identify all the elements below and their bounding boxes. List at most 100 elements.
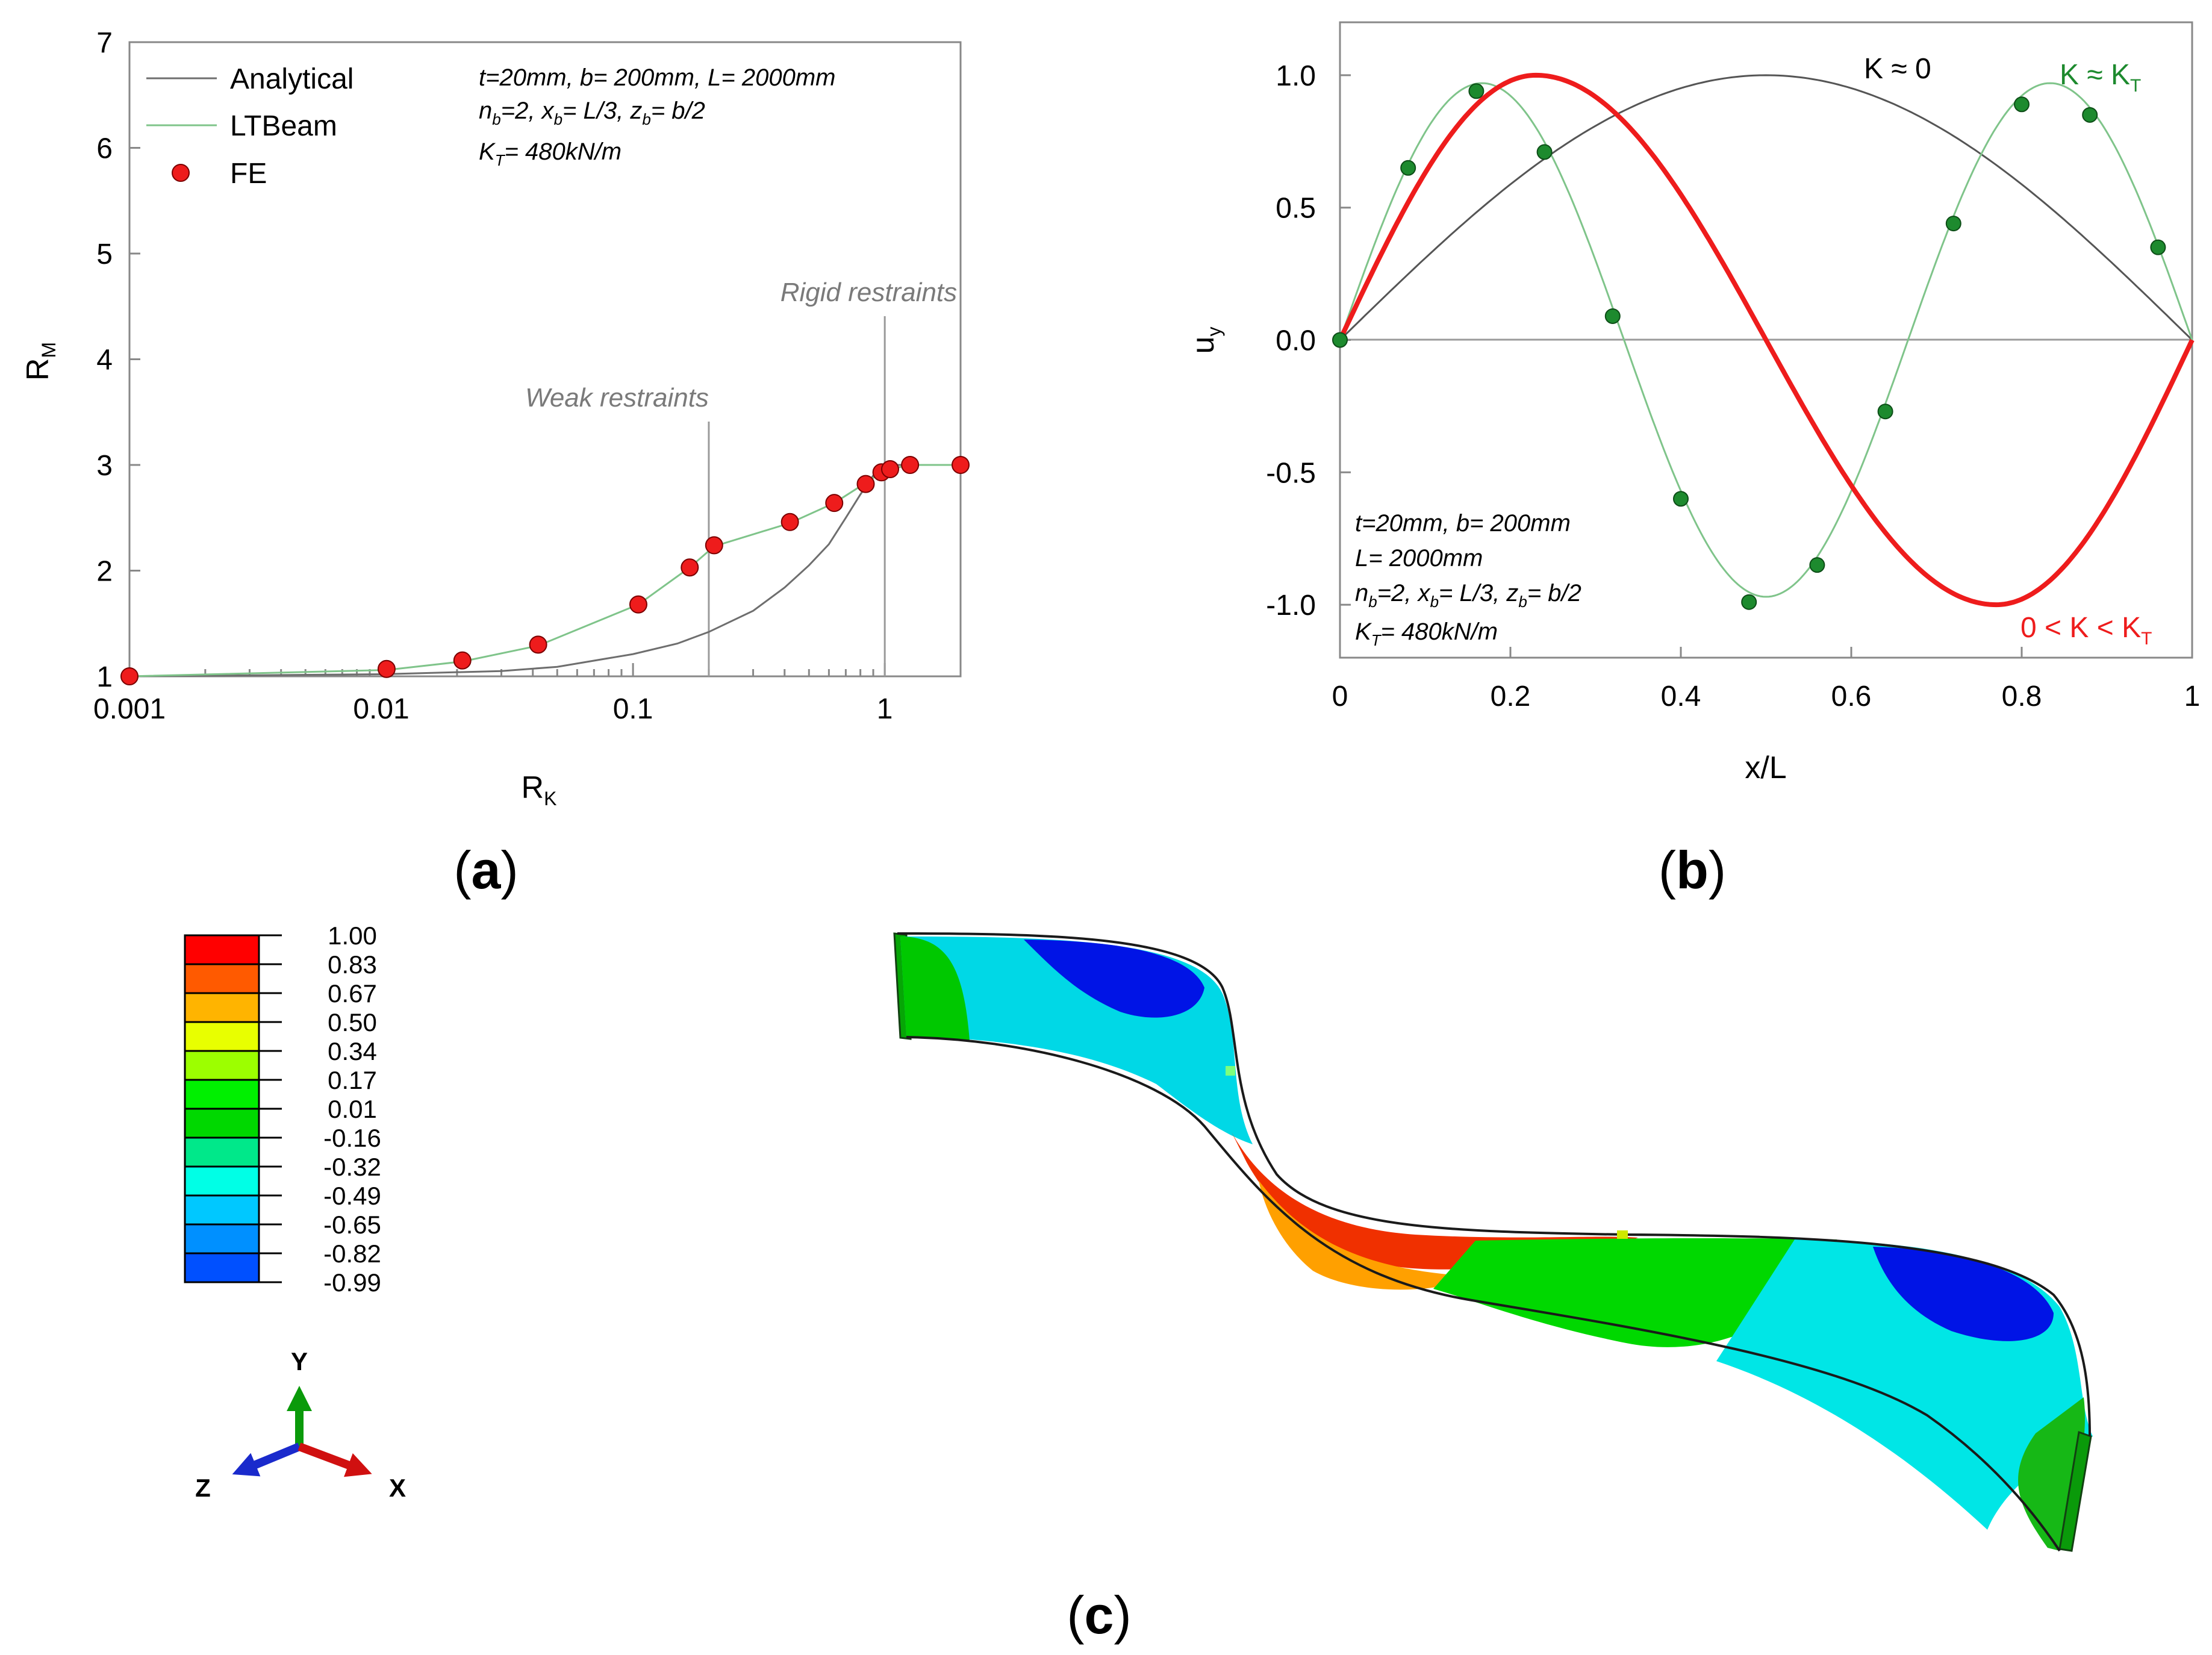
- panel-a-annotation-line-3: KT= 480kN/m: [479, 139, 622, 169]
- b-fe-point: [1741, 594, 1757, 610]
- panel-b-series-lines: [1338, 72, 2195, 608]
- plate-left-green: [900, 937, 970, 1041]
- colorbar-label: -0.65: [323, 1211, 381, 1239]
- panel-a-xlabel: RK: [522, 770, 557, 809]
- b-fe-point: [1604, 308, 1621, 324]
- panel-c-label: (c): [1067, 1585, 1132, 1645]
- panel-b-label-kt: K ≈ KT: [2060, 59, 2141, 96]
- legend-fe-label: FE: [230, 158, 267, 190]
- b-ytick-label: 1.0: [1276, 60, 1316, 92]
- a-ytick-label: 1: [96, 661, 113, 693]
- colorbar-swatch: [184, 934, 260, 965]
- b-fe-point: [2082, 107, 2098, 123]
- colorbar-swatch: [184, 963, 260, 994]
- a-fe-point: [377, 659, 396, 678]
- colorbar-label: -0.32: [323, 1153, 381, 1181]
- a-ytick-label: 4: [96, 344, 113, 376]
- panel-a-annotation-line-2: nb=2, xb= L/3, zb= b/2: [479, 98, 705, 128]
- panel-b-annotation: t=20mm, b= 200mm L= 2000mm nb=2, xb= L/3…: [1355, 510, 1581, 649]
- panel-b-tick-labels: 1.0 0.5 0.0 -0.5 -1.0 0 0.2 0.4 0.6 0.8 1: [1266, 60, 2200, 712]
- panel-b-label-k0: K ≈ 0: [1864, 53, 1931, 85]
- triad-y-label: Y: [291, 1347, 308, 1376]
- a-ytick-label: 2: [96, 556, 113, 588]
- plate-top-edge: [897, 932, 2091, 1437]
- panel-b-annotation-line-2: L= 2000mm: [1355, 545, 1483, 572]
- a-fe-point: [453, 651, 472, 670]
- panel-a-fe-markers: [120, 456, 970, 685]
- panel-a-chart: Weak restraints Rigid restraints 1 2 3 4 5 6 7 0…: [20, 27, 970, 900]
- plate-right-end-face: [2058, 1430, 2092, 1552]
- b-fe-point: [1332, 332, 1348, 348]
- a-xtick-label: 0.1: [613, 693, 653, 725]
- a-fe-point: [856, 475, 875, 493]
- plate-bottom-edge: [906, 1036, 2061, 1552]
- colorbar-label: 0.01: [328, 1095, 377, 1123]
- b-ytick-label: -1.0: [1266, 590, 1316, 622]
- panel-c-contour: 1.000.830.670.500.340.170.01-0.16-0.32-0…: [184, 921, 2093, 1645]
- panel-a-tick-labels: 1 2 3 4 5 6 7 0.001 0.01 0.1 1: [93, 27, 893, 725]
- colorbar-swatch: [184, 1050, 260, 1081]
- triad-z-axis: [232, 1442, 301, 1477]
- triad-x-axis: [298, 1442, 372, 1477]
- panel-b-annotation-line-3: nb=2, xb= L/3, zb= b/2: [1355, 580, 1581, 611]
- colorbar-swatch: [184, 992, 260, 1023]
- panel-b-chart: 1.0 0.5 0.0 -0.5 -1.0 0 0.2 0.4 0.6 0.8 1 uy x/L K…: [1186, 21, 2200, 900]
- panel-b-annotation-line-4: KT= 480kN/m: [1355, 619, 1498, 649]
- a-fe-point: [825, 494, 844, 513]
- b-series-mid-line: [1338, 72, 2195, 608]
- panel-b-ylabel: uy: [1186, 327, 1225, 354]
- legend-fe-marker: [172, 164, 190, 182]
- a-fe-point: [681, 558, 699, 577]
- panel-b-xlabel: x/L: [1745, 750, 1786, 785]
- panel-b-label: (b): [1659, 840, 1726, 900]
- colorbar-label: 0.50: [328, 1008, 377, 1036]
- a-fe-point: [120, 667, 139, 685]
- b-fe-point: [1809, 557, 1825, 573]
- triad-z-label: Z: [195, 1474, 211, 1502]
- panel-a-annotation-line-1: t=20mm, b= 200mm, L= 2000mm: [479, 64, 836, 91]
- b-ytick-label: 0.0: [1276, 325, 1316, 357]
- b-fe-point: [1877, 404, 1893, 420]
- plate-node-marker-2: [1617, 1230, 1628, 1239]
- a-fe-point: [705, 536, 723, 555]
- triad-x-label: X: [389, 1474, 406, 1502]
- a-fe-point: [881, 460, 900, 479]
- legend-ltbeam-label: LTBeam: [230, 110, 337, 142]
- a-fe-point: [952, 456, 970, 474]
- b-xtick-label: 0.6: [1831, 681, 1872, 712]
- colorbar-label: 0.34: [328, 1037, 377, 1065]
- colorbar-label: -0.49: [323, 1182, 381, 1210]
- plate-middle-red: [1232, 1132, 1638, 1270]
- b-ytick-label: -0.5: [1266, 457, 1316, 489]
- plate-middle-orange: [1259, 1180, 1475, 1290]
- colorbar-label: 0.67: [328, 979, 377, 1008]
- a-reference-label: Rigid restraints: [780, 278, 957, 307]
- a-ytick-label: 5: [96, 238, 113, 270]
- a-fe-point: [780, 513, 799, 531]
- b-ytick-label: 0.5: [1276, 193, 1316, 225]
- a-xtick-label: 0.001: [93, 693, 166, 725]
- b-fe-point: [1536, 144, 1553, 160]
- b-xtick-label: 0: [1332, 681, 1348, 712]
- colorbar-swatch: [184, 1021, 260, 1052]
- panel-a-annotation: t=20mm, b= 200mm, L= 2000mm nb=2, xb= L/…: [479, 64, 836, 169]
- colorbar-swatch: [184, 1108, 260, 1139]
- panel-c-colorbar: 1.000.830.670.500.340.170.01-0.16-0.32-0…: [184, 921, 381, 1297]
- a-ytick-label: 7: [96, 27, 113, 59]
- panel-a-label: (a): [453, 840, 519, 900]
- panel-c-buckled-plate: [893, 932, 2093, 1552]
- a-fe-point: [629, 595, 647, 614]
- colorbar-swatch: [184, 1194, 260, 1226]
- b-fe-point: [1945, 216, 1961, 232]
- b-xtick-label: 1: [2184, 681, 2201, 712]
- plate-right-deep-blue: [1873, 1247, 2054, 1341]
- panel-a-ylabel: RM: [20, 342, 60, 381]
- plate-middle-green: [1433, 1238, 1837, 1347]
- colorbar-label: -0.99: [323, 1268, 381, 1297]
- a-fe-point: [901, 456, 920, 474]
- colorbar-swatch: [184, 1252, 260, 1283]
- b-fe-point: [1673, 491, 1689, 507]
- panel-b-fe-markers: [1332, 83, 2166, 610]
- colorbar-label: 0.83: [328, 950, 377, 979]
- panel-b-label-mid: 0 < K < KT: [2020, 612, 2152, 649]
